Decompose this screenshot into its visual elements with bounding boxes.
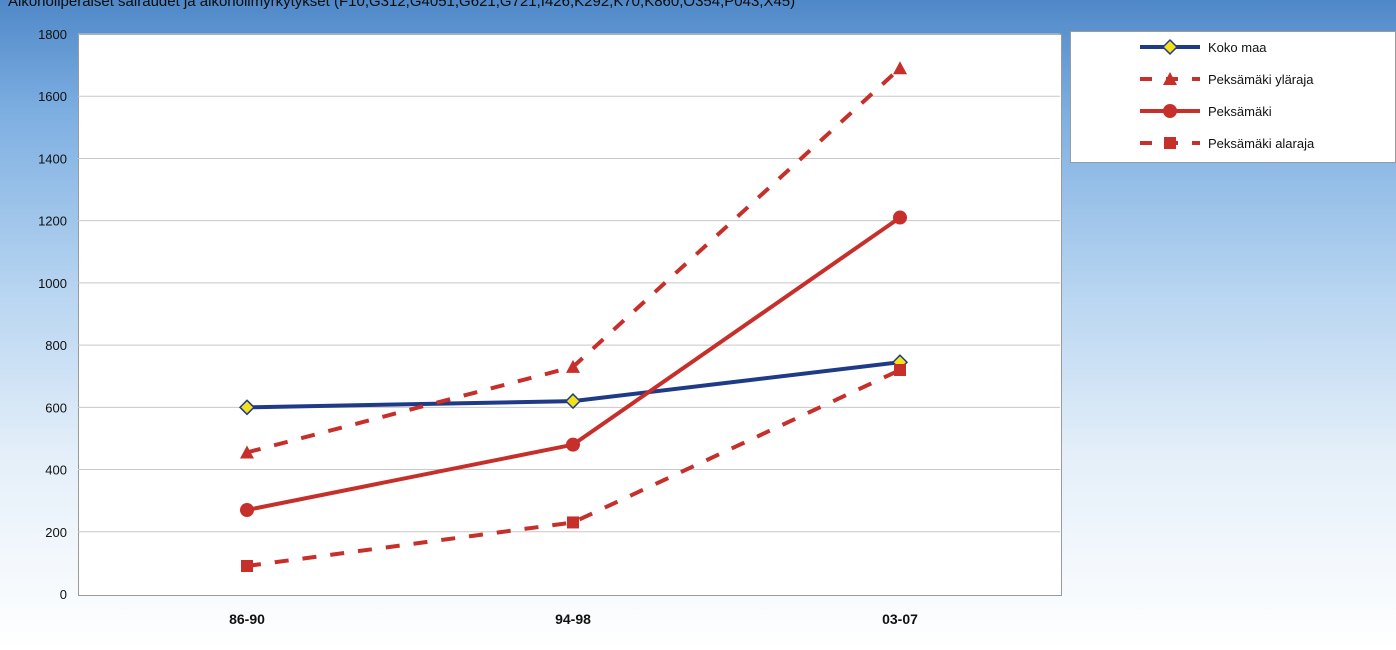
- y-tick-label: 800: [45, 338, 67, 353]
- series-line-3: [246, 368, 901, 568]
- series-3-point: [567, 516, 579, 529]
- legend-label: Koko maa: [1208, 40, 1267, 55]
- chart-title: Alkoholiperäiset sairaudet ja alkoholimy…: [8, 0, 796, 10]
- series-3-point: [894, 364, 906, 376]
- series-0-point: [564, 393, 582, 410]
- y-tick-label: 0: [60, 587, 67, 602]
- y-tick-label: 200: [45, 525, 67, 540]
- plot-area: [78, 34, 1062, 596]
- series-0-point: [238, 399, 256, 416]
- y-tick-label: 1000: [38, 276, 67, 291]
- legend-swatch-marker: [1161, 38, 1179, 56]
- series-2-point: [240, 503, 254, 517]
- legend: [1070, 31, 1396, 163]
- legend-swatch-marker: [1163, 72, 1177, 85]
- legend-label: Peksämäki yläraja: [1208, 72, 1314, 87]
- y-tick-label: 400: [45, 463, 67, 478]
- y-tick-label: 600: [45, 400, 67, 415]
- y-tick-label: 1200: [38, 214, 67, 229]
- y-tick-label: 1400: [38, 151, 67, 166]
- x-tick-label: 94-98: [555, 611, 591, 627]
- legend-label: Peksämäki: [1208, 104, 1272, 119]
- series-1-point: [893, 61, 907, 75]
- legend-swatch-marker: [1163, 104, 1177, 118]
- x-tick-label: 86-90: [229, 611, 265, 627]
- y-tick-label: 1800: [38, 27, 67, 42]
- x-tick-label: 03-07: [882, 611, 918, 627]
- series-2-point: [566, 437, 580, 452]
- series-3-point: [241, 560, 253, 572]
- y-tick-label: 1600: [38, 89, 67, 104]
- series-1-point: [240, 445, 254, 459]
- series-2-point: [893, 210, 907, 225]
- series-1-point: [566, 359, 580, 373]
- legend-swatch-marker: [1164, 137, 1176, 149]
- legend-label: Peksämäki alaraja: [1208, 136, 1315, 151]
